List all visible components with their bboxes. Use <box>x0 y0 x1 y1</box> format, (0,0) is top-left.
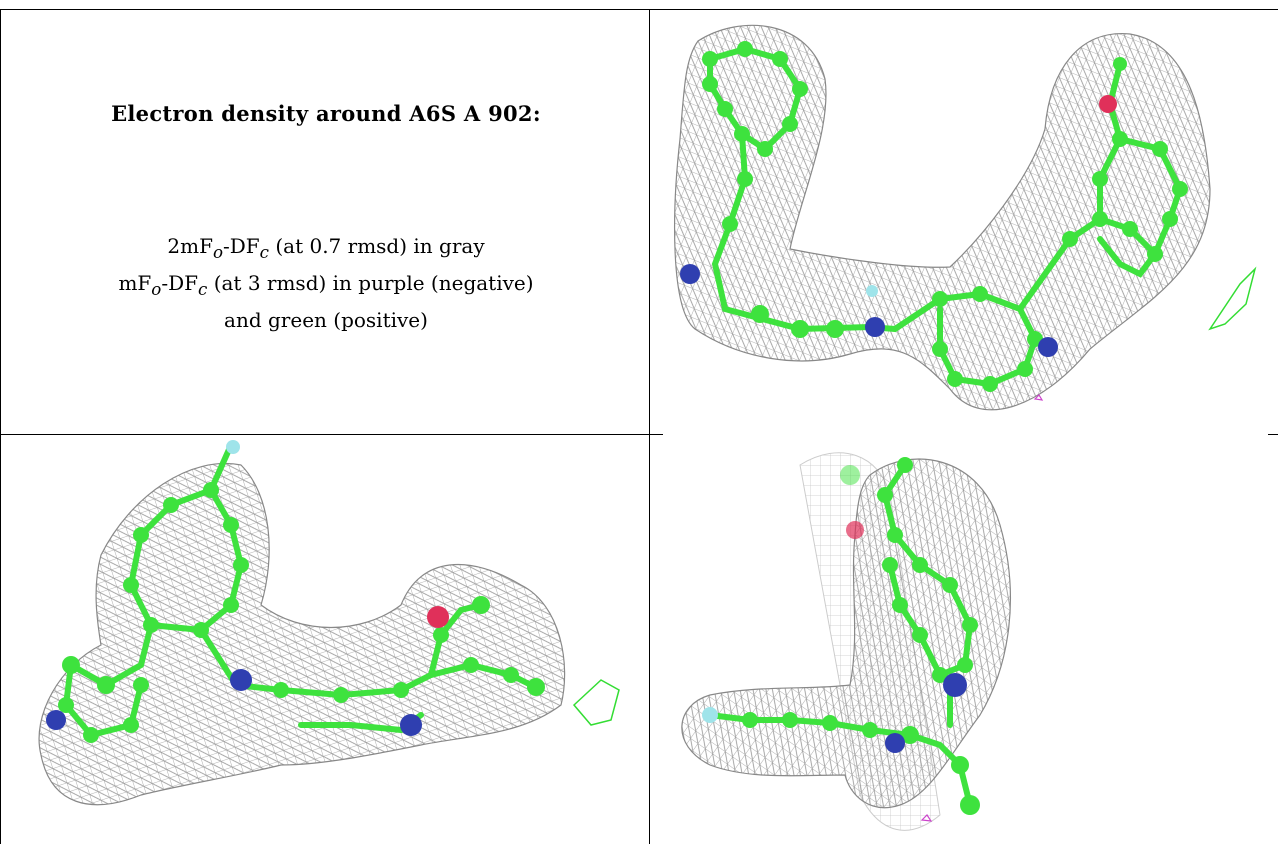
fluorine-atom <box>226 440 240 454</box>
view-bottom-right <box>650 435 1276 844</box>
fluorine-atom <box>702 707 718 723</box>
description-line-2: mFo-DFc (at 3 rmsd) in purple (negative) <box>118 271 534 299</box>
carbon-atoms <box>702 41 1188 392</box>
nitrogen-atom <box>230 669 252 691</box>
description-line-3: and green (positive) <box>224 308 428 332</box>
oxygen-atom <box>1099 95 1117 113</box>
carbon-atoms <box>58 482 545 743</box>
density-mesh <box>674 24 1211 411</box>
nitrogen-atom <box>400 714 422 736</box>
carbon-atoms <box>742 457 980 815</box>
nitrogen-atom <box>680 264 700 284</box>
view-top-right <box>650 9 1276 434</box>
description-line-1: 2mFo-DFc (at 0.7 rmsd) in gray <box>167 234 485 262</box>
molecule-density-image-1 <box>674 24 1257 411</box>
nitrogen-atom <box>865 317 885 337</box>
view-bottom-left <box>1 435 649 844</box>
oxygen-atom <box>846 521 864 539</box>
molecule-density-image-2 <box>38 440 620 806</box>
positive-density-blob <box>1208 266 1257 331</box>
nitrogen-atom <box>943 673 967 697</box>
negative-density-blob <box>1033 394 1044 401</box>
fluorine-atom <box>866 285 878 297</box>
nitrogen-atom <box>885 733 905 753</box>
nitrogen-atom <box>46 710 66 730</box>
molecule-density-image-3 <box>681 452 1011 831</box>
density-mesh <box>38 463 566 806</box>
panel-description: 2mFo-DFc (at 0.7 rmsd) in gray mFo-DFc (… <box>41 231 611 336</box>
panel-heading: Electron density around A6S A 902: <box>111 101 541 126</box>
negative-density-blob <box>920 814 933 822</box>
caption-panel: Electron density around A6S A 902: 2mFo-… <box>1 9 649 434</box>
nitrogen-atom <box>1038 337 1058 357</box>
positive-density-blob <box>572 679 620 726</box>
oxygen-atom <box>427 606 449 628</box>
